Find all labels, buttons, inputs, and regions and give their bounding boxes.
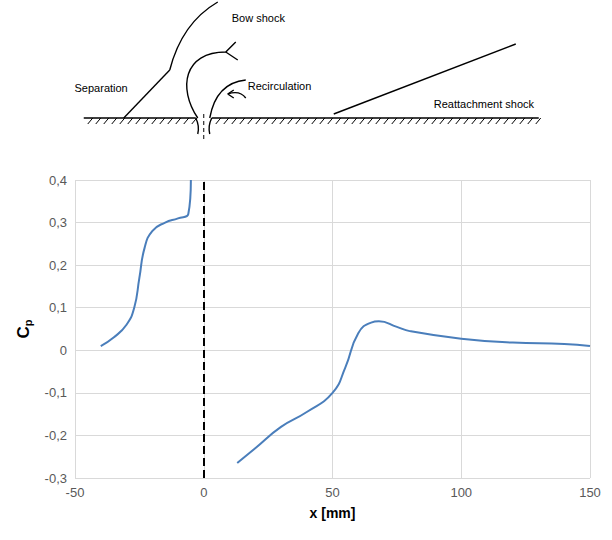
svg-text:Recirculation: Recirculation [248,80,312,92]
svg-text:0,2: 0,2 [49,258,67,273]
svg-text:p: p [22,319,34,326]
svg-text:0: 0 [60,343,67,358]
svg-text:0: 0 [200,485,207,500]
svg-text:100: 100 [450,485,472,500]
svg-text:50: 50 [325,485,339,500]
svg-text:150: 150 [579,485,601,500]
svg-text:Bow shock: Bow shock [232,12,286,24]
svg-text:x [mm]: x [mm] [310,505,356,521]
svg-text:0,4: 0,4 [49,173,67,188]
svg-text:Reattachment shock: Reattachment shock [434,98,535,110]
svg-text:0,3: 0,3 [49,215,67,230]
svg-text:-0,2: -0,2 [45,428,67,443]
svg-text:Separation: Separation [75,82,128,94]
svg-text:-50: -50 [66,485,85,500]
svg-text:-0,3: -0,3 [45,471,67,486]
svg-text:-0,1: -0,1 [45,385,67,400]
svg-text:0,1: 0,1 [49,300,67,315]
svg-text:C: C [14,326,33,338]
